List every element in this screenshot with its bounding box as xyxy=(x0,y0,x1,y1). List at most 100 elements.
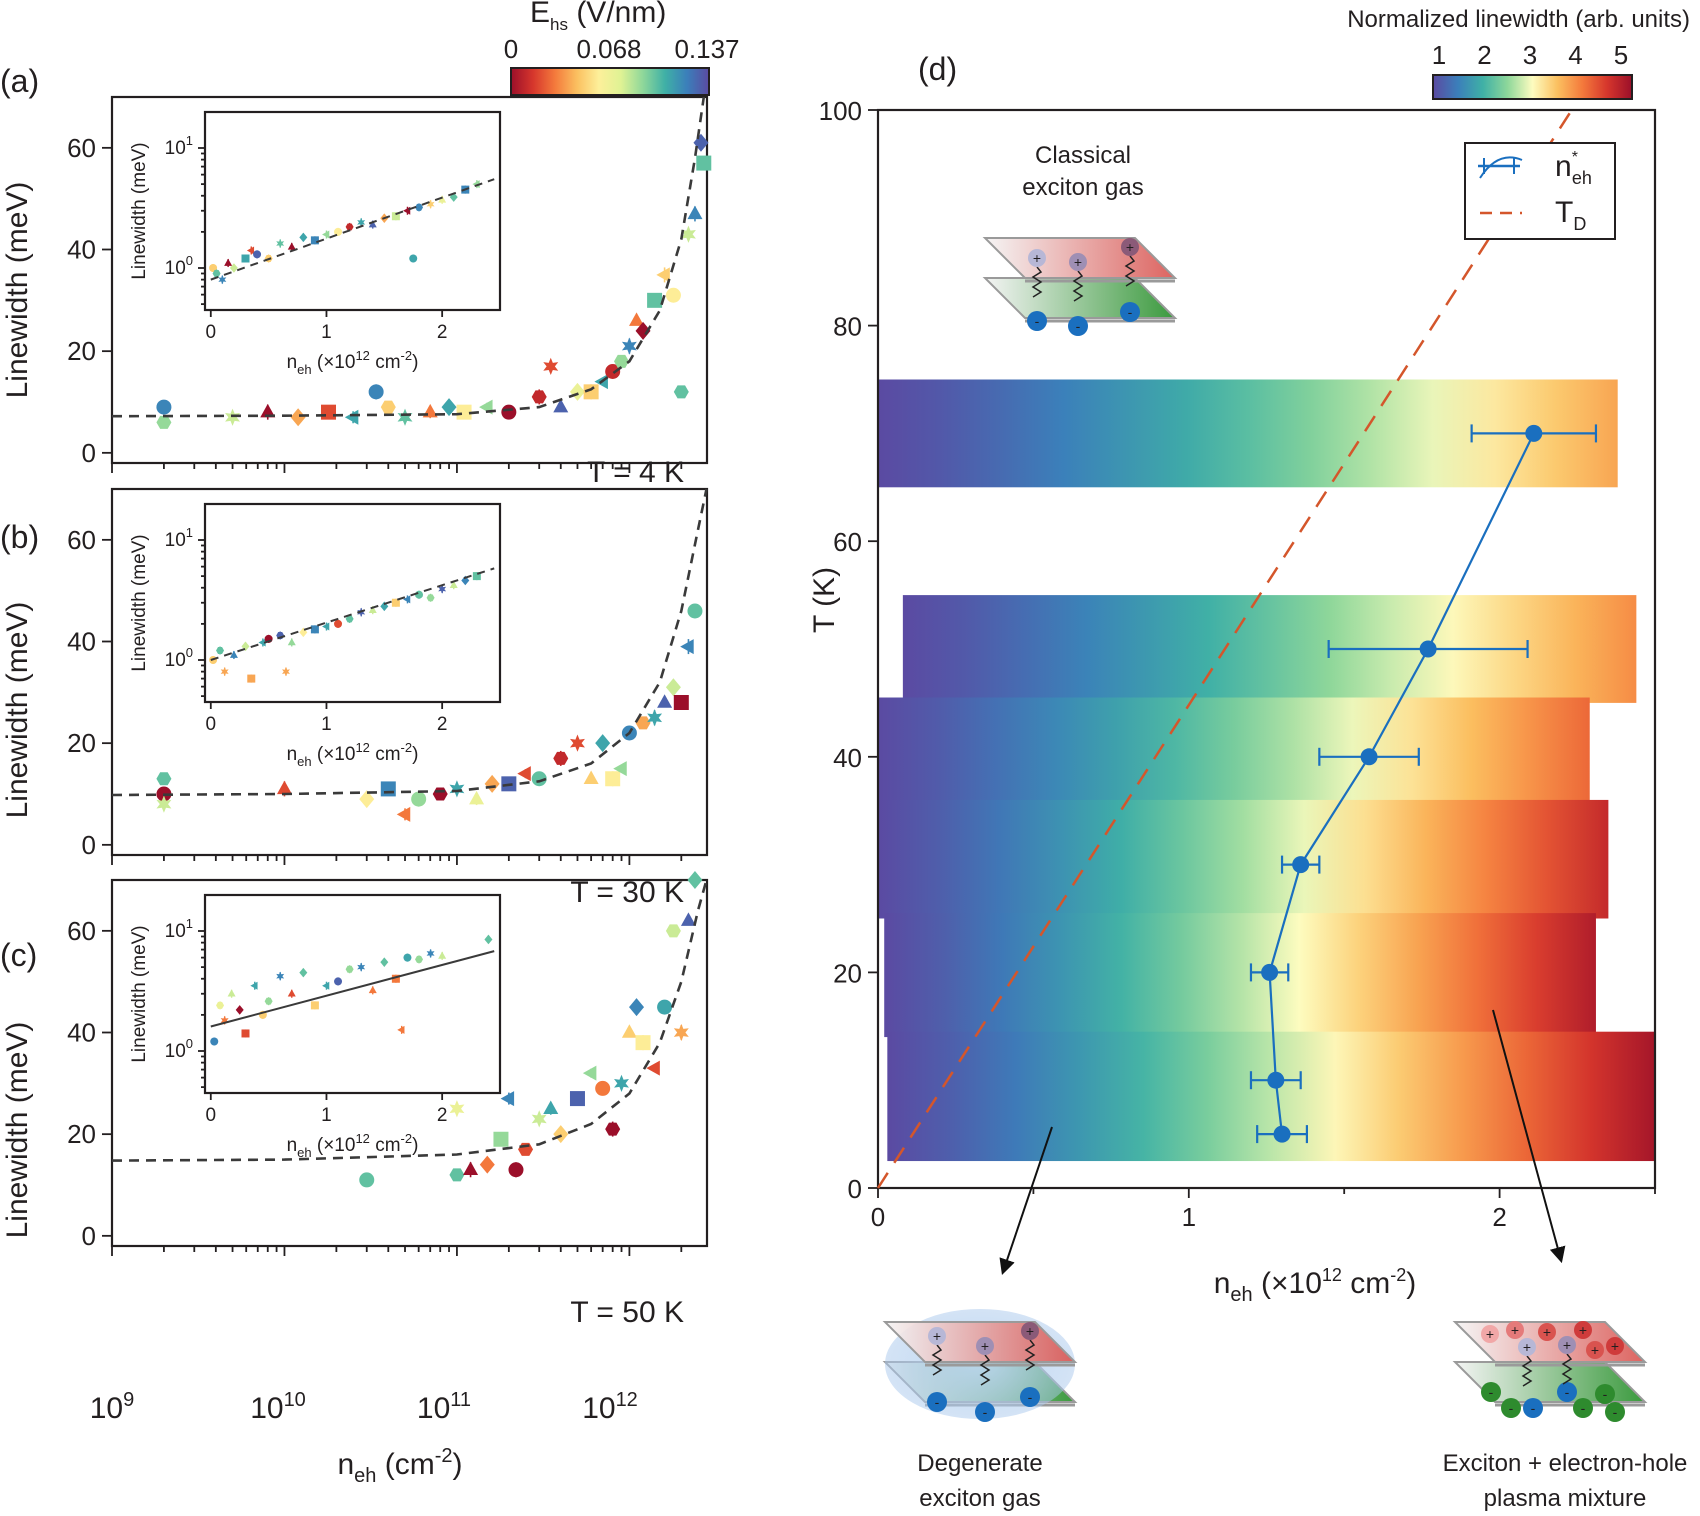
inset-data-point xyxy=(299,967,308,978)
inset-data-point xyxy=(334,227,343,236)
data-point xyxy=(647,709,663,727)
heatmap-band xyxy=(878,799,1609,919)
classical-gas-line2: exciton gas xyxy=(1022,174,1143,201)
inset-data-point xyxy=(403,206,411,215)
exciton-bond xyxy=(1031,266,1043,298)
inset-data-point xyxy=(287,989,296,997)
inset-frame xyxy=(203,110,502,312)
xtick-1e12: 1012 xyxy=(582,1389,638,1425)
data-point xyxy=(696,155,712,171)
hole-sign: + xyxy=(981,1338,989,1354)
heatmap-band xyxy=(887,1031,1655,1162)
data-point xyxy=(646,1060,660,1076)
xtick-1e9: 109 xyxy=(90,1389,135,1425)
inset-data-point xyxy=(276,238,285,249)
y-tick-label: 60 xyxy=(67,133,96,163)
electron-sign: - xyxy=(1509,1400,1514,1416)
electron-sign: - xyxy=(1028,1389,1033,1405)
data-point xyxy=(479,1155,495,1174)
y-tick-label: 60 xyxy=(67,525,96,555)
inset-xlabel: neh (×1012 cm-2) xyxy=(287,1131,419,1160)
neh-star-point xyxy=(1292,856,1310,874)
inset-data-point xyxy=(345,965,354,973)
data-point xyxy=(629,998,645,1017)
exciton-bond xyxy=(1521,1355,1533,1387)
inset-data-point xyxy=(235,1005,244,1015)
d-x-tick-label: 2 xyxy=(1492,1202,1506,1232)
temp-label-b: T = 30 K xyxy=(570,876,684,909)
data-point xyxy=(463,1161,479,1175)
hole-sign: + xyxy=(1511,1322,1519,1338)
d-y-tick-label: 20 xyxy=(833,958,862,988)
data-point xyxy=(553,398,569,413)
data-point xyxy=(553,1125,569,1144)
inset-data-point xyxy=(220,1015,229,1025)
hole xyxy=(1506,1321,1524,1339)
electron xyxy=(927,1392,947,1412)
ylabel-b: Linewidth (meV) xyxy=(1,602,34,819)
inset-data-point xyxy=(322,622,330,631)
panel-d: 0 20 40 60 80 100 0 1 2 xyxy=(819,96,1657,1232)
inset-data-point xyxy=(415,955,424,963)
data-point xyxy=(613,354,629,368)
inset-data-point xyxy=(241,1029,250,1038)
axes-frame xyxy=(110,95,709,465)
panel-c: 0 20 40 60 0 1 2 100 101 Linewidth (meV) neh (×101… xyxy=(67,871,709,1256)
linewidth-colorbar-title: Normalized linewidth (arb. units) xyxy=(1347,6,1690,33)
hole xyxy=(1069,253,1087,271)
data-point xyxy=(582,1065,597,1081)
data-point xyxy=(687,871,703,889)
linewidth-tick: 4 xyxy=(1568,40,1582,70)
panel-d-legend: n* eh TD xyxy=(1464,142,1616,240)
data-point xyxy=(635,1035,651,1051)
hole xyxy=(1021,1322,1039,1340)
d-y-tick-label: 60 xyxy=(833,527,862,557)
data-point xyxy=(680,225,696,243)
inset-y-tick-label: 101 xyxy=(165,133,193,159)
data-point xyxy=(260,403,276,418)
hole xyxy=(976,1337,994,1355)
y-tick-label: 0 xyxy=(82,438,96,468)
inset-data-point xyxy=(287,242,296,250)
inset-x-tick-label: 2 xyxy=(437,1105,448,1126)
inset-x-tick-label: 0 xyxy=(205,714,216,735)
inset-data-point xyxy=(409,254,418,263)
degenerate-gas-line2: exciton gas xyxy=(919,1485,1040,1512)
data-point xyxy=(553,751,569,765)
hole-sign: + xyxy=(1126,239,1134,255)
neh-star-point xyxy=(1360,748,1378,766)
exciton-bond xyxy=(1124,255,1136,287)
data-point xyxy=(605,364,621,379)
data-point xyxy=(665,287,681,303)
hole xyxy=(1574,1321,1592,1339)
data-point xyxy=(344,409,359,425)
hole-sign: + xyxy=(1523,1339,1531,1355)
y-tick-label: 20 xyxy=(67,728,96,758)
xtick-1e10: 1010 xyxy=(250,1389,306,1425)
inset-data-point xyxy=(484,934,493,945)
neh-star-point xyxy=(1525,424,1543,442)
exciton-bond xyxy=(1024,1339,1036,1371)
electron xyxy=(1523,1398,1543,1418)
hole xyxy=(1538,1323,1556,1341)
data-point xyxy=(595,1080,611,1096)
inset-data-point xyxy=(391,598,400,607)
temp-label-c: T = 50 K xyxy=(570,1296,684,1329)
data-point xyxy=(449,1168,465,1182)
ehs-tick-0: 0 xyxy=(504,34,518,64)
degenerate-gas-line1: Degenerate xyxy=(917,1450,1042,1477)
data-point xyxy=(501,404,517,420)
neh-star-point xyxy=(1419,640,1437,658)
data-point xyxy=(614,1074,629,1092)
data-point xyxy=(397,408,413,426)
electron-sign: - xyxy=(1565,1384,1570,1400)
data-point xyxy=(531,390,547,404)
inset-data-point xyxy=(246,246,255,255)
inset-data-point xyxy=(397,1025,405,1034)
d-y-tick-label: 100 xyxy=(819,96,862,126)
inset-data-point xyxy=(258,638,266,647)
inset-fit-line xyxy=(210,567,495,661)
inset-data-point xyxy=(403,953,412,962)
inset-data-point xyxy=(241,641,250,652)
